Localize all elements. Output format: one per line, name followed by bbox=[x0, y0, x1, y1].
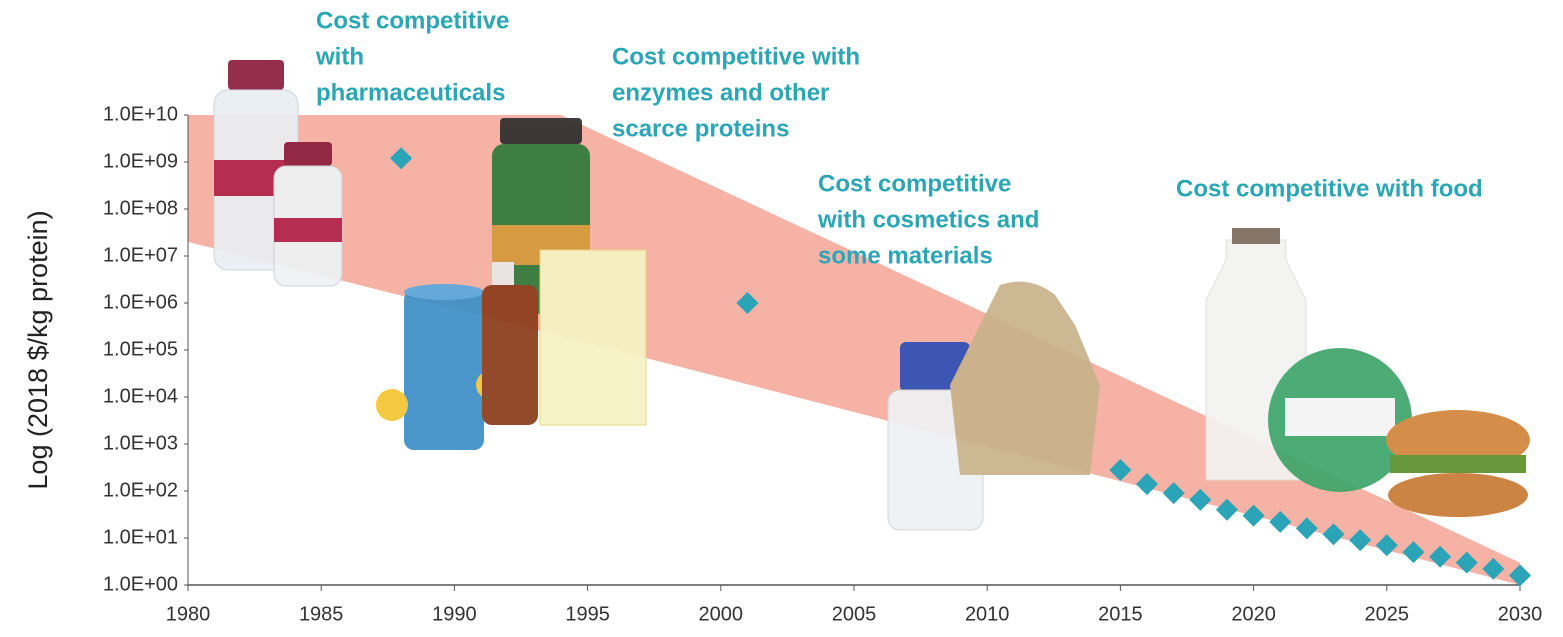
annotation: Cost competitive with bbox=[612, 43, 860, 70]
diamond-marker bbox=[1215, 498, 1238, 521]
y-tick-label: 1.0E+02 bbox=[103, 479, 178, 501]
diamond-marker bbox=[1295, 517, 1318, 540]
product-illustrations bbox=[213, 60, 1530, 531]
x-tick-label: 2030 bbox=[1498, 603, 1543, 625]
y-tick-label: 1.0E+04 bbox=[103, 385, 178, 407]
x-tick-label: 2000 bbox=[699, 603, 744, 625]
annotation: Cost competitive bbox=[818, 170, 1011, 197]
x-tick-label: 1980 bbox=[166, 603, 211, 625]
annotation: enzymes and other bbox=[612, 79, 829, 106]
diamond-marker bbox=[1322, 523, 1345, 546]
y-axis-label: Log (2018 $/kg protein) bbox=[23, 210, 53, 489]
y-tick-label: 1.0E+05 bbox=[103, 338, 178, 360]
annotation: with cosmetics and bbox=[817, 206, 1039, 233]
diamond-marker bbox=[1349, 529, 1372, 552]
diamond-marker bbox=[736, 292, 759, 314]
annotation: Cost competitive with food bbox=[1176, 175, 1483, 202]
diamond-marker bbox=[1109, 458, 1132, 481]
diamond-marker bbox=[390, 147, 413, 170]
y-tick-label: 1.0E+10 bbox=[103, 103, 178, 125]
x-tick-label: 2025 bbox=[1365, 603, 1410, 625]
diamond-marker bbox=[1509, 564, 1531, 587]
diamond-marker bbox=[1402, 541, 1425, 564]
diamond-marker bbox=[1242, 504, 1265, 527]
x-tick-label: 2010 bbox=[965, 603, 1010, 625]
x-tick-label: 2020 bbox=[1231, 603, 1276, 625]
y-tick-label: 1.0E+03 bbox=[103, 432, 178, 454]
y-tick-label: 1.0E+07 bbox=[103, 244, 178, 266]
annotation: with bbox=[315, 43, 364, 70]
y-tick-label: 1.0E+08 bbox=[103, 197, 178, 219]
y-tick-label: 1.0E+00 bbox=[103, 573, 178, 595]
x-tick-label: 1995 bbox=[565, 603, 610, 625]
y-tick-label: 1.0E+09 bbox=[103, 150, 178, 172]
diamond-marker bbox=[1375, 534, 1398, 557]
annotation: Cost competitive bbox=[316, 7, 509, 34]
x-tick-label: 1985 bbox=[299, 603, 344, 625]
diamond-marker bbox=[1269, 510, 1292, 533]
diamond-marker bbox=[1162, 482, 1185, 505]
x-tick-label: 2005 bbox=[832, 603, 877, 625]
annotation: scarce proteins bbox=[612, 115, 789, 142]
y-tick-label: 1.0E+06 bbox=[103, 291, 178, 313]
diamond-marker bbox=[1189, 488, 1212, 511]
diamond-marker bbox=[1429, 545, 1452, 568]
x-tick-label: 2015 bbox=[1098, 603, 1143, 625]
y-tick-label: 1.0E+01 bbox=[103, 526, 178, 548]
x-tick-label: 1990 bbox=[432, 603, 477, 625]
annotation: some materials bbox=[818, 242, 993, 269]
diamond-marker bbox=[1455, 551, 1478, 574]
annotation: pharmaceuticals bbox=[316, 79, 505, 106]
diamond-marker bbox=[1136, 473, 1159, 496]
diamond-marker bbox=[1482, 557, 1505, 580]
